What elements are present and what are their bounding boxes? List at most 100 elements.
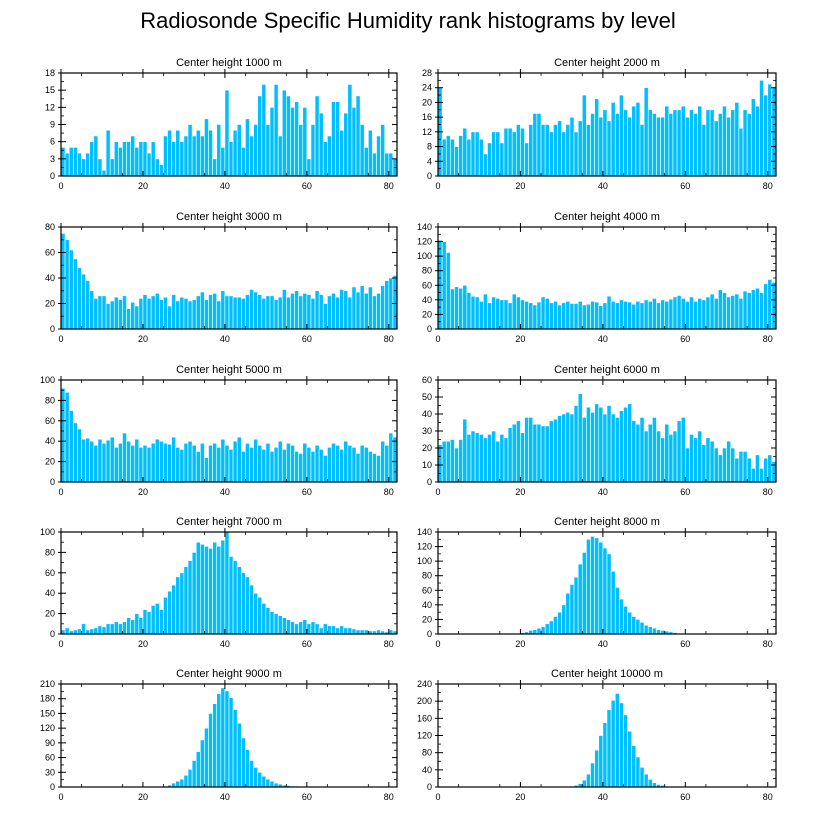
bar <box>187 124 193 177</box>
bar <box>142 609 148 635</box>
bar <box>742 109 748 177</box>
bar <box>171 141 177 177</box>
bar <box>722 292 727 330</box>
bar <box>701 124 707 177</box>
bar <box>89 141 95 177</box>
bar <box>487 142 492 177</box>
bar <box>755 454 760 483</box>
bar <box>72 629 78 635</box>
bar <box>759 80 764 177</box>
bar <box>130 135 136 177</box>
bar <box>445 135 451 177</box>
bar <box>581 552 587 635</box>
bar <box>680 105 686 177</box>
bar <box>516 296 521 330</box>
bar <box>614 693 620 788</box>
bar <box>511 293 517 330</box>
y-tick-label: 40 <box>422 600 432 610</box>
y-tick-label: 140 <box>417 222 432 232</box>
bar <box>458 135 464 177</box>
bar <box>187 560 193 635</box>
bar <box>680 417 686 483</box>
bar <box>109 623 115 635</box>
x-tick-label: 40 <box>220 334 230 344</box>
bar <box>705 109 711 177</box>
bar <box>236 722 242 788</box>
bar <box>635 756 641 788</box>
bar <box>676 295 682 330</box>
bar <box>351 286 357 330</box>
bar <box>81 623 86 635</box>
bar <box>676 109 682 177</box>
bar <box>540 296 546 330</box>
bar <box>77 628 82 635</box>
bar <box>118 442 123 483</box>
y-tick-label: 30 <box>45 767 55 777</box>
bar <box>532 113 538 177</box>
bar <box>318 627 324 635</box>
bar <box>672 296 678 330</box>
bar <box>363 147 369 177</box>
y-tick-label: 0 <box>50 782 55 792</box>
bar <box>347 84 353 177</box>
bar <box>253 767 258 788</box>
bar <box>598 541 604 635</box>
bar <box>380 124 386 177</box>
bar <box>286 442 291 483</box>
bar <box>483 153 488 177</box>
x-tick-label: 80 <box>384 334 394 344</box>
bar <box>540 425 546 483</box>
bar <box>335 627 340 635</box>
bar <box>359 444 365 483</box>
y-tick-label: 0 <box>50 629 55 639</box>
bar <box>610 571 616 635</box>
bar <box>171 294 177 330</box>
bar <box>359 629 365 635</box>
x-tick-label: 0 <box>435 792 440 802</box>
bar <box>191 444 197 483</box>
bar <box>118 623 123 635</box>
bar <box>643 299 649 330</box>
bar <box>142 444 148 483</box>
y-tick-label: 60 <box>45 416 55 426</box>
bar <box>286 95 291 177</box>
bar <box>318 449 324 483</box>
bar <box>298 124 304 177</box>
bar <box>142 294 148 330</box>
bar <box>81 273 86 330</box>
bar <box>610 102 616 177</box>
bar <box>60 629 66 635</box>
bar <box>598 406 604 483</box>
bar <box>171 436 177 483</box>
bar <box>183 442 189 483</box>
bar <box>257 444 263 483</box>
bar <box>310 621 316 635</box>
y-tick-label: 60 <box>422 375 432 385</box>
bar <box>240 451 246 483</box>
x-tick-label: 80 <box>763 639 773 649</box>
bar <box>314 623 320 635</box>
bar <box>126 440 131 483</box>
x-tick-label: 20 <box>515 487 525 497</box>
bar <box>631 303 637 330</box>
bar <box>577 563 583 635</box>
x-tick-label: 0 <box>58 792 63 802</box>
bar <box>384 280 390 330</box>
y-tick-label: 120 <box>40 723 55 733</box>
bar <box>697 430 703 483</box>
bar <box>154 438 160 483</box>
bar <box>228 141 234 177</box>
bar <box>159 164 164 177</box>
bar <box>536 423 542 483</box>
bar <box>445 440 451 483</box>
bar <box>388 629 394 635</box>
bar <box>302 619 308 635</box>
bar <box>122 432 127 483</box>
bar <box>212 541 218 635</box>
bar <box>236 436 242 483</box>
bar <box>318 294 324 330</box>
bar <box>212 703 218 788</box>
bar <box>138 617 144 635</box>
bar <box>540 626 546 635</box>
